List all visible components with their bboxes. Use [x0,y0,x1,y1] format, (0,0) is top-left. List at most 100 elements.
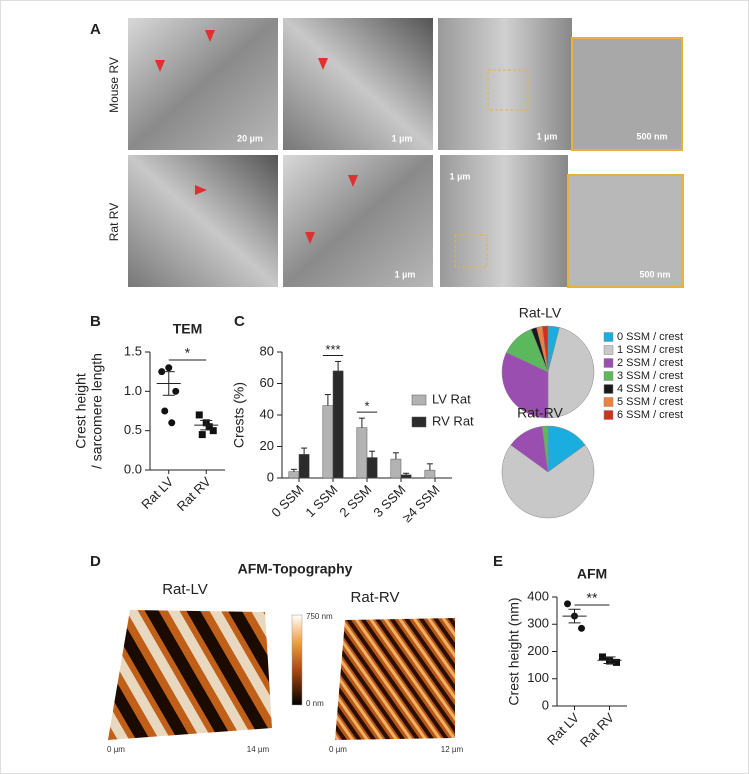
legend-label: LV Rat [432,391,471,406]
panel-letter: C [234,313,245,330]
y-tick-label: 1.0 [124,383,142,398]
data-point [165,364,173,372]
x-tick-label: 1 SSM [302,482,340,520]
significance-label: *** [325,342,340,357]
pie-slice [541,425,549,473]
y-axis-label: Crests (%) [231,382,247,448]
legend-label: 0 SSM / crest [617,331,683,343]
afm-title: AFM-Topography [238,561,353,577]
afm-label: Rat-LV [162,581,208,598]
arrowhead [195,185,207,195]
x-tick-label: Rat LV [544,710,582,748]
panel-letter: D [90,553,101,570]
bar [356,427,368,479]
significance-label: * [185,345,191,361]
legend-swatch [603,332,614,342]
data-point [613,658,620,666]
legend-swatch [603,371,614,381]
y-tick-label: 0.0 [124,461,142,476]
y-axis-label: Crest height [73,373,89,449]
scale-bar-label: 1 µm [450,171,471,181]
bar [424,469,436,479]
data-point [578,624,585,632]
afm-image [108,610,272,740]
panel-letter: B [90,313,101,330]
scale-bar-label: 500 nm [636,131,667,141]
zoom-box [454,234,488,268]
y-tick-label: 0.5 [124,422,142,437]
legend-label: 1 SSM / crest [617,344,683,356]
scale-bar-label: 1 µm [537,131,558,141]
legend-swatch [603,345,614,355]
panel-letter: E [493,553,503,570]
chart-title: Rat-RV [517,405,563,421]
data-point [172,387,180,395]
y-tick-label: 0 [542,697,549,712]
y-tick-label: 40 [260,406,274,421]
data-point [205,423,213,431]
x-tick-label: Rat LV [138,474,176,512]
inset [567,174,684,288]
bar [332,370,344,479]
data-point [198,431,206,439]
image [128,155,278,287]
chart-title: AFM [577,566,607,582]
afm-axis-label: 14 µm [247,745,270,754]
data-point [195,411,203,419]
y-tick-label: 1.5 [124,343,142,358]
colorbar [291,614,303,706]
bar [322,405,334,479]
legend-swatch [603,358,614,368]
legend-label: 2 SSM / crest [617,357,683,369]
arrowhead [305,232,315,244]
legend-label: 3 SSM / crest [617,370,683,382]
x-tick-label: 2 SSM [336,482,374,520]
afm-axis-label: 0 µm [329,745,347,754]
afm-axis-label: 12 µm [441,745,464,754]
y-tick-label: 400 [527,588,549,603]
bar [288,471,300,479]
legend-label: RV Rat [432,413,474,428]
bar [366,457,378,479]
image [128,18,278,150]
afm-label: Rat-RV [351,589,400,606]
legend-label: 5 SSM / crest [617,396,683,408]
y-tick-label: 60 [260,375,274,390]
data-point [209,427,217,435]
y-axis-label: Crest height (nm) [506,597,522,705]
data-point [599,653,606,661]
x-tick-label: 0 SSM [268,482,306,520]
pie-slice [547,327,595,419]
bar [390,458,402,479]
data-point [161,407,169,415]
y-tick-label: 200 [527,643,549,658]
afm-image [335,618,455,740]
image [283,155,433,287]
legend-swatch [411,394,427,406]
row-label: Rat RV [107,203,121,241]
afm-axis-label: 0 µm [107,745,125,754]
scale-bar-label: 500 nm [639,269,670,279]
pie-slice [501,444,595,519]
chart-title: Rat-LV [519,305,562,321]
pie-slice [501,352,549,419]
y-tick-label: 300 [527,616,549,631]
y-tick-label: 0 [267,469,274,484]
data-point [564,600,571,608]
row-label: Mouse RV [107,57,121,113]
scale-bar-label: 1 µm [395,269,416,279]
colorbar-label: 0 nm [306,699,324,708]
arrowhead [318,58,328,70]
micrographs [128,18,684,288]
y-axis-label: / sarcomere length [89,353,105,469]
legend-swatch [411,416,427,428]
zoom-box [487,69,529,111]
x-tick-label: Rat RV [577,710,617,750]
x-tick-label: ≥4 SSM [399,482,442,525]
inset [571,37,683,151]
image [440,155,568,287]
bar [400,474,412,479]
legend-label: 6 SSM / crest [617,409,683,421]
image [438,18,572,150]
